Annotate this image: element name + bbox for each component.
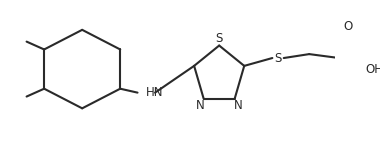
Text: HN: HN <box>146 86 164 99</box>
Text: S: S <box>274 52 281 65</box>
Text: OH: OH <box>365 63 380 76</box>
Text: N: N <box>234 99 242 112</box>
Text: S: S <box>215 32 223 45</box>
Text: O: O <box>343 20 353 33</box>
Text: N: N <box>196 99 204 112</box>
